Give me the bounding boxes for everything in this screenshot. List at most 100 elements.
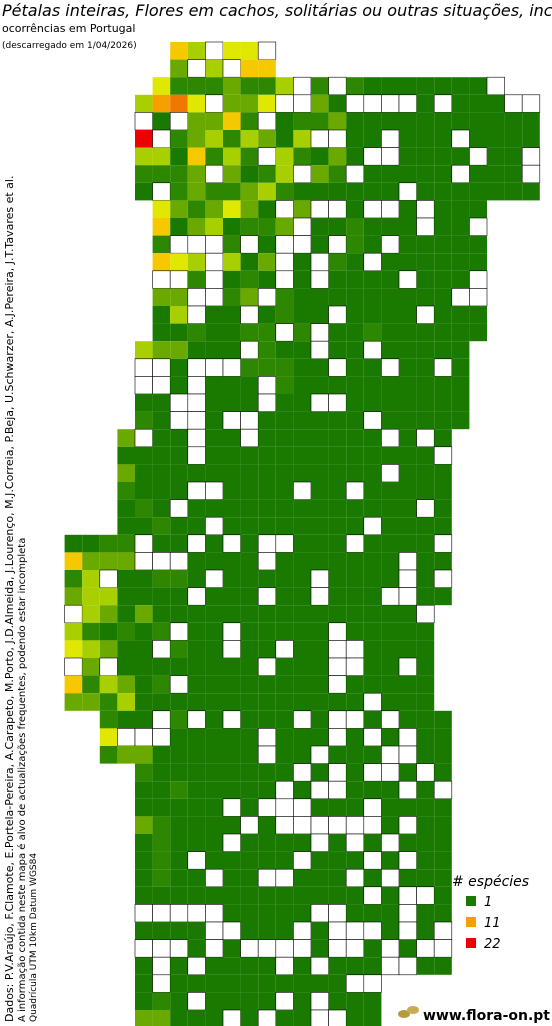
- cell: [205, 341, 223, 359]
- cell: [205, 781, 223, 799]
- cell: [275, 587, 294, 606]
- cell: [328, 165, 347, 183]
- empty-cell: [451, 288, 470, 307]
- cell: [135, 658, 153, 676]
- cell: [258, 235, 276, 254]
- empty-cell: [275, 780, 294, 800]
- cell: [152, 869, 171, 887]
- cell: [135, 394, 153, 412]
- empty-cell: [363, 763, 382, 782]
- empty-cell: [398, 182, 417, 201]
- empty-cell: [169, 675, 189, 694]
- cell: [328, 693, 347, 711]
- cell: [205, 640, 223, 658]
- empty-cell: [117, 728, 136, 747]
- empty-cell: [345, 657, 365, 676]
- cell: [293, 376, 311, 394]
- empty-cell: [328, 816, 347, 835]
- cell: [328, 851, 347, 870]
- cell: [170, 77, 188, 95]
- cell: [240, 728, 259, 746]
- cell: [328, 570, 347, 588]
- empty-cell: [293, 217, 312, 236]
- cell: [328, 517, 347, 535]
- cell: [170, 200, 188, 218]
- empty-cell: [398, 745, 417, 764]
- cell: [416, 411, 435, 430]
- cell: [187, 94, 206, 113]
- cell: [275, 182, 294, 201]
- empty-cell: [257, 376, 277, 395]
- cell: [434, 517, 452, 535]
- cell: [381, 165, 399, 183]
- cell: [187, 130, 206, 148]
- empty-cell: [398, 851, 417, 870]
- cell: [135, 147, 153, 166]
- cell: [381, 622, 399, 641]
- cell: [381, 640, 399, 658]
- cell: [240, 587, 259, 606]
- empty-cell: [398, 904, 417, 923]
- cell: [187, 253, 206, 271]
- cell: [170, 693, 188, 711]
- cell: [187, 675, 206, 694]
- cell: [205, 974, 223, 993]
- cell: [223, 781, 241, 799]
- cell: [135, 622, 153, 641]
- cell: [152, 763, 171, 782]
- empty-cell: [257, 587, 277, 606]
- cell: [346, 270, 364, 289]
- empty-cell: [486, 76, 505, 96]
- cell: [152, 992, 171, 1010]
- cell: [434, 746, 452, 764]
- cell: [346, 746, 364, 764]
- cell: [223, 165, 241, 183]
- cell: [275, 306, 294, 324]
- cell: [99, 640, 118, 658]
- cell: [64, 534, 83, 553]
- cell: [434, 306, 452, 324]
- cell: [451, 376, 470, 394]
- cell: [275, 622, 294, 641]
- empty-cell: [416, 428, 435, 448]
- cell: [223, 939, 241, 958]
- cell: [240, 394, 259, 412]
- cell: [258, 517, 276, 535]
- cell: [170, 851, 188, 870]
- cell: [346, 728, 364, 746]
- empty-cell: [363, 974, 382, 993]
- empty-cell: [363, 728, 382, 747]
- cell: [135, 974, 153, 993]
- empty-cell: [152, 552, 171, 571]
- cell: [451, 358, 470, 377]
- cell: [223, 992, 241, 1010]
- cell: [399, 253, 417, 271]
- cell: [399, 200, 417, 218]
- cell: [416, 253, 435, 271]
- cell: [223, 376, 241, 394]
- cell: [434, 957, 452, 975]
- cell: [187, 165, 206, 183]
- empty-cell: [345, 640, 365, 659]
- cell: [170, 59, 188, 78]
- cell: [469, 182, 487, 201]
- cell: [170, 834, 188, 852]
- cell: [399, 499, 417, 518]
- cell: [187, 622, 206, 641]
- cell: [311, 552, 329, 570]
- cell: [152, 886, 171, 905]
- cell: [487, 165, 505, 183]
- empty-cell: [328, 904, 347, 923]
- cell: [416, 77, 435, 95]
- cell: [240, 59, 259, 78]
- cell: [135, 446, 153, 465]
- cell: [135, 693, 153, 711]
- empty-cell: [205, 868, 224, 888]
- cell: [311, 288, 329, 306]
- cell: [187, 1010, 206, 1026]
- cell: [187, 746, 206, 764]
- cell: [381, 288, 399, 306]
- cell: [135, 781, 153, 799]
- empty-cell: [433, 534, 453, 553]
- cell: [223, 253, 241, 271]
